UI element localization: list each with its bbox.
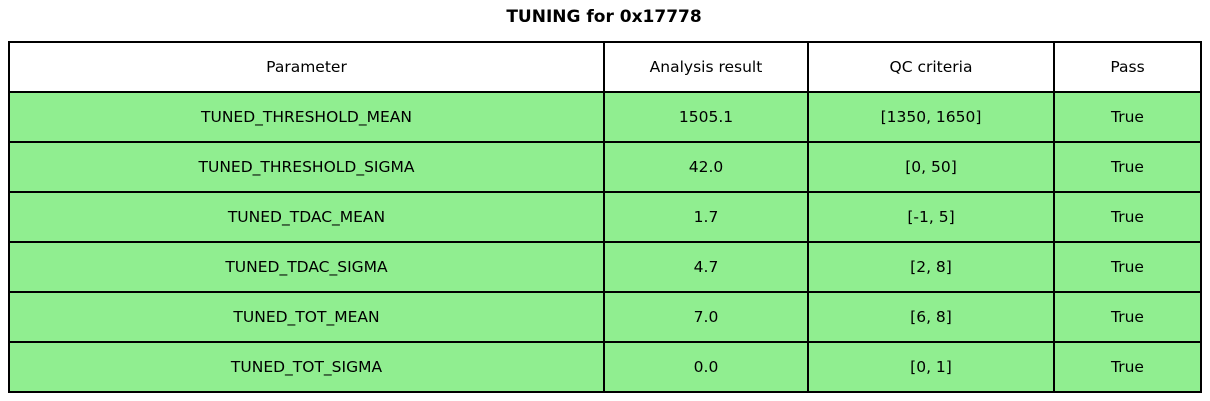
analysis-result-cell: 4.7: [603, 241, 809, 293]
pass-cell: True: [1053, 191, 1202, 243]
pass-cell: True: [1053, 91, 1202, 143]
col-header-analysis-result: Analysis result: [603, 41, 809, 93]
table-row: TUNED_TDAC_SIGMA 4.7 [2, 8] True: [8, 241, 1202, 293]
analysis-result-cell: 1.7: [603, 191, 809, 243]
parameter-cell: TUNED_TDAC_SIGMA: [8, 241, 605, 293]
qc-criteria-cell: [2, 8]: [807, 241, 1055, 293]
qc-criteria-cell: [0, 50]: [807, 141, 1055, 193]
parameter-cell: TUNED_THRESHOLD_MEAN: [8, 91, 605, 143]
analysis-result-cell: 7.0: [603, 291, 809, 343]
parameter-cell: TUNED_TOT_SIGMA: [8, 341, 605, 393]
pass-cell: True: [1053, 341, 1202, 393]
qc-criteria-cell: [0, 1]: [807, 341, 1055, 393]
analysis-result-cell: 42.0: [603, 141, 809, 193]
pass-cell: True: [1053, 291, 1202, 343]
parameter-cell: TUNED_TOT_MEAN: [8, 291, 605, 343]
analysis-result-cell: 1505.1: [603, 91, 809, 143]
col-header-qc-criteria: QC criteria: [807, 41, 1055, 93]
table-row: TUNED_TDAC_MEAN 1.7 [-1, 5] True: [8, 191, 1202, 243]
pass-cell: True: [1053, 241, 1202, 293]
qc-results-table: Parameter Analysis result QC criteria Pa…: [8, 41, 1202, 393]
qc-criteria-cell: [-1, 5]: [807, 191, 1055, 243]
table-row: TUNED_TOT_MEAN 7.0 [6, 8] True: [8, 291, 1202, 343]
table-row: TUNED_THRESHOLD_SIGMA 42.0 [0, 50] True: [8, 141, 1202, 193]
qc-criteria-cell: [6, 8]: [807, 291, 1055, 343]
pass-cell: True: [1053, 141, 1202, 193]
table-row: TUNED_THRESHOLD_MEAN 1505.1 [1350, 1650]…: [8, 91, 1202, 143]
figure-title: TUNING for 0x17778: [506, 7, 702, 27]
col-header-parameter: Parameter: [8, 41, 605, 93]
analysis-result-cell: 0.0: [603, 341, 809, 393]
qc-criteria-cell: [1350, 1650]: [807, 91, 1055, 143]
col-header-pass: Pass: [1053, 41, 1202, 93]
parameter-cell: TUNED_TDAC_MEAN: [8, 191, 605, 243]
header-row: Parameter Analysis result QC criteria Pa…: [8, 41, 1202, 93]
table-row: TUNED_TOT_SIGMA 0.0 [0, 1] True: [8, 341, 1202, 393]
parameter-cell: TUNED_THRESHOLD_SIGMA: [8, 141, 605, 193]
